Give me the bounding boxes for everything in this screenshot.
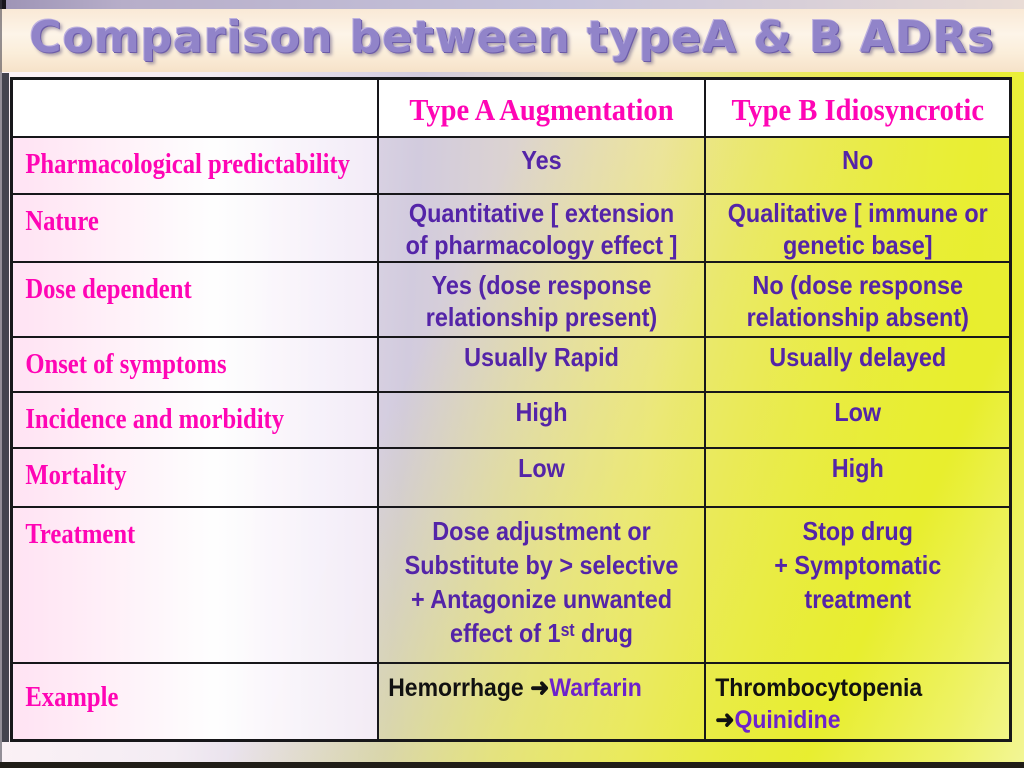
type-b-cell: No <box>703 135 1012 195</box>
title-band <box>0 9 1024 72</box>
type-a-value: Low <box>517 452 565 483</box>
type-a-cell: Yes <box>376 135 706 195</box>
table-row-example: Example Hemorrhage ➜Warfarin Thrombocyto… <box>10 661 1012 742</box>
row-label: Nature <box>25 205 99 237</box>
row-label: Treatment <box>25 518 136 550</box>
type-b-cell: Low <box>703 390 1012 449</box>
row-label: Dose dependent <box>25 273 192 305</box>
type-a-cell: Usually Rapid <box>376 335 706 393</box>
left-edge-line <box>0 0 2 768</box>
row-label-cell: Nature <box>10 192 379 263</box>
type-b-cell: No (dose response relationship absent) <box>703 260 1012 338</box>
example-a-condition: Hemorrhage <box>387 673 530 702</box>
row-label-cell: Incidence and morbidity <box>10 390 379 449</box>
type-b-value: High <box>831 452 884 483</box>
slide-title: Comparison between typeA & B ADRs <box>29 12 995 63</box>
type-b-cell: Usually delayed <box>703 335 1012 393</box>
top-left-corner-mark <box>0 0 6 9</box>
row-label: Onset of symptoms <box>25 348 227 380</box>
type-a-value: Yes <box>520 144 562 175</box>
example-b-drug: Quinidine <box>733 705 841 734</box>
top-border-strip <box>0 0 1024 9</box>
table-row-nature: Nature Quantitative [ extension of pharm… <box>10 192 1012 263</box>
right-arrow-icon: ➜ <box>529 673 549 702</box>
type-a-cell: Quantitative [ extension of pharmacology… <box>376 192 706 263</box>
example-b-text: Thrombocytopenia ➜Quinidine <box>707 665 985 736</box>
type-a-cell: Yes (dose response relationship present) <box>376 260 706 338</box>
type-a-cell: Hemorrhage ➜Warfarin <box>376 661 706 742</box>
type-b-value: No (dose response relationship absent) <box>746 269 969 332</box>
row-label: Pharmacological predictability <box>25 148 350 180</box>
type-a-header-label: Type A Augmentation <box>408 92 674 127</box>
right-arrow-icon: ➜ <box>714 705 734 734</box>
type-a-cell: High <box>376 390 706 449</box>
header-type-b: Type B Idiosyncrotic <box>703 77 1012 138</box>
type-b-value: No <box>841 144 873 175</box>
row-label-cell: Mortality <box>10 446 379 508</box>
table-row-treatment: Treatment Dose adjustment or Substitute … <box>10 505 1012 664</box>
row-label-cell: Treatment <box>10 505 379 664</box>
type-b-cell: Qualitative [ immune or genetic base] <box>703 192 1012 263</box>
header-type-a: Type A Augmentation <box>376 77 706 138</box>
row-label-cell: Dose dependent <box>10 260 379 338</box>
example-a-text: Hemorrhage ➜Warfarin <box>380 665 678 704</box>
type-b-cell: Stop drug + Symptomatic treatment <box>703 505 1012 664</box>
row-label: Incidence and morbidity <box>25 403 285 435</box>
row-label: Example <box>25 681 119 713</box>
type-b-value: Qualitative [ immune or genetic base] <box>727 197 988 260</box>
type-b-value: Usually delayed <box>768 341 946 372</box>
type-a-value: Yes (dose response relationship present) <box>425 269 657 332</box>
type-a-value: High <box>514 396 567 427</box>
row-label-cell: Pharmacological predictability <box>10 135 379 195</box>
comparison-table: Type A Augmentation Type B Idiosyncrotic… <box>10 77 1012 742</box>
row-label-cell: Onset of symptoms <box>10 335 379 393</box>
row-label: Mortality <box>25 459 127 491</box>
bottom-border-strip <box>0 762 1024 768</box>
table-row-incidence: Incidence and morbidity High Low <box>10 390 1012 449</box>
type-a-cell: Dose adjustment or Substitute by > selec… <box>376 505 706 664</box>
row-label-cell: Example <box>10 661 379 742</box>
header-empty-cell <box>10 77 379 138</box>
table-row-predictability: Pharmacological predictability Yes No <box>10 135 1012 195</box>
type-b-cell: High <box>703 446 1012 508</box>
table-row-mortality: Mortality Low High <box>10 446 1012 508</box>
type-a-value: Usually Rapid <box>463 341 619 372</box>
example-a-drug: Warfarin <box>548 673 642 702</box>
type-b-header-label: Type B Idiosyncrotic <box>731 92 984 127</box>
table-header-row: Type A Augmentation Type B Idiosyncrotic <box>10 77 1012 138</box>
left-border-strip <box>2 73 9 742</box>
type-b-cell: Thrombocytopenia ➜Quinidine <box>703 661 1012 742</box>
type-a-cell: Low <box>376 446 706 508</box>
table-row-dose-dependent: Dose dependent Yes (dose response relati… <box>10 260 1012 338</box>
type-b-value: Stop drug + Symptomatic treatment <box>773 515 941 614</box>
table-row-onset: Onset of symptoms Usually Rapid Usually … <box>10 335 1012 393</box>
type-a-value: Dose adjustment or Substitute by > selec… <box>404 515 678 648</box>
type-a-value: Quantitative [ extension of pharmacology… <box>405 197 677 260</box>
type-b-value: Low <box>833 396 881 427</box>
example-b-condition: Thrombocytopenia <box>714 673 922 702</box>
